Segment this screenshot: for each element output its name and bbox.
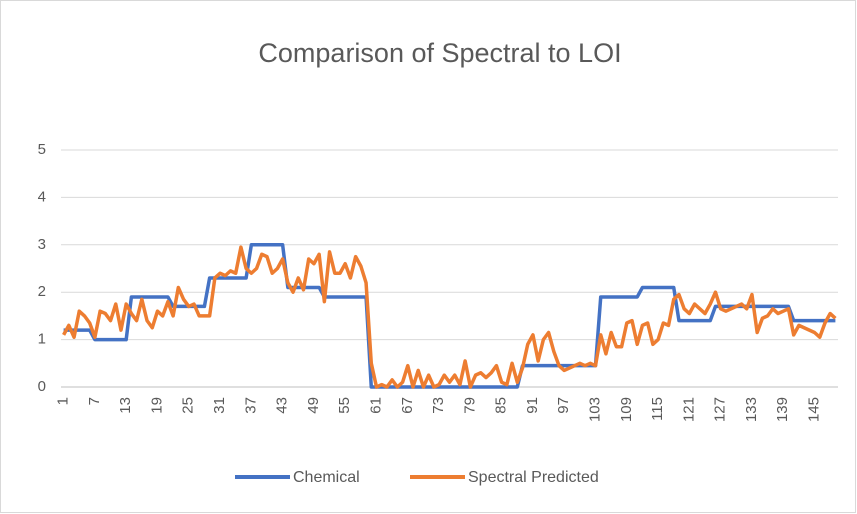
y-tick-label: 1 xyxy=(38,331,46,348)
series-line xyxy=(62,245,837,389)
x-tick-label: 1 xyxy=(55,397,72,405)
y-tick-label: 0 xyxy=(38,378,46,395)
x-tick-label: 7 xyxy=(86,397,103,405)
x-tick-label: 19 xyxy=(148,397,165,414)
x-tick-label: 97 xyxy=(555,397,572,414)
y-tick-label: 3 xyxy=(38,236,46,253)
chart-title: Comparison of Spectral to LOI xyxy=(258,38,621,68)
x-tick-label: 61 xyxy=(367,397,384,414)
x-tick-label: 91 xyxy=(524,397,541,414)
x-tick-label: 133 xyxy=(743,397,760,422)
x-tick-label: 37 xyxy=(242,397,259,414)
x-tick-label: 85 xyxy=(493,397,510,414)
x-tick-label: 139 xyxy=(774,397,791,422)
x-tick-label: 13 xyxy=(117,397,134,414)
x-tick-label: 31 xyxy=(211,397,228,414)
x-tick-label: 43 xyxy=(274,397,291,414)
legend-label: Spectral Predicted xyxy=(468,469,599,486)
x-tick-label: 67 xyxy=(399,397,416,414)
x-tick-label: 25 xyxy=(180,397,197,414)
y-tick-label: 5 xyxy=(38,141,46,158)
x-tick-label: 49 xyxy=(305,397,322,414)
x-tick-label: 103 xyxy=(586,397,603,422)
y-tick-label: 2 xyxy=(38,283,46,300)
x-tick-label: 55 xyxy=(336,397,353,414)
x-tick-label: 109 xyxy=(618,397,635,422)
x-tick-label: 73 xyxy=(430,397,447,414)
x-tick-label: 127 xyxy=(712,397,729,422)
x-tick-label: 115 xyxy=(649,397,666,421)
x-tick-label: 145 xyxy=(806,397,823,422)
legend-label: Chemical xyxy=(293,469,360,486)
x-tick-label: 79 xyxy=(461,397,478,414)
y-tick-label: 4 xyxy=(38,188,46,205)
x-tick-label: 121 xyxy=(680,397,697,422)
